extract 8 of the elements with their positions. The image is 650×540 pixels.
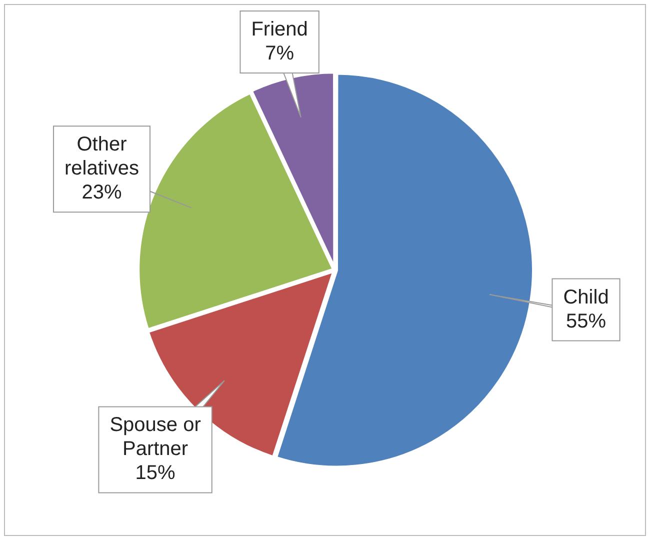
data-label: 15% [135,462,176,484]
data-label: 7% [265,42,294,65]
slice-label: Spouse or Partner [110,414,202,460]
slice-label: Other relatives [64,134,139,180]
data-label: 23% [82,182,122,204]
slice-label: Child [563,286,609,308]
data-label: 55% [566,310,606,332]
slice-label: Friend [251,18,308,41]
